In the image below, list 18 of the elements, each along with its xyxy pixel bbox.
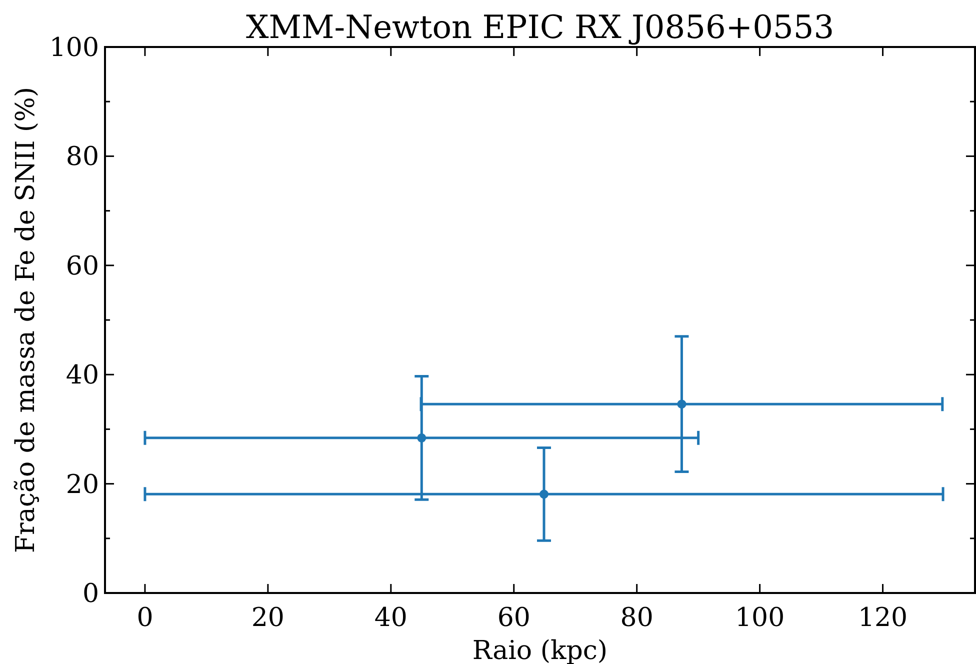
y-tick-label: 100	[49, 33, 99, 63]
y-tick-label: 60	[66, 251, 99, 282]
y-tick-label: 40	[66, 360, 99, 391]
x-tick-label: 120	[858, 603, 908, 633]
x-tick-label: 40	[374, 603, 408, 633]
point	[539, 490, 548, 499]
x-tick-label: 60	[497, 603, 530, 633]
x-tick-label: 100	[734, 603, 785, 633]
y-tick-label: 80	[66, 142, 99, 172]
y-tick-label: 0	[82, 579, 99, 609]
x-tick-label: 20	[251, 603, 284, 633]
x-tick-label: 80	[620, 603, 654, 633]
y-axis-title: Fração de massa de Fe de SNII (%)	[11, 86, 41, 554]
point	[677, 400, 686, 409]
point	[417, 433, 426, 442]
x-tick-label: 0	[136, 603, 154, 633]
chart-title: XMM-Newton EPIC RX J0856+0553	[246, 8, 834, 46]
y-tick-label: 20	[66, 470, 99, 500]
